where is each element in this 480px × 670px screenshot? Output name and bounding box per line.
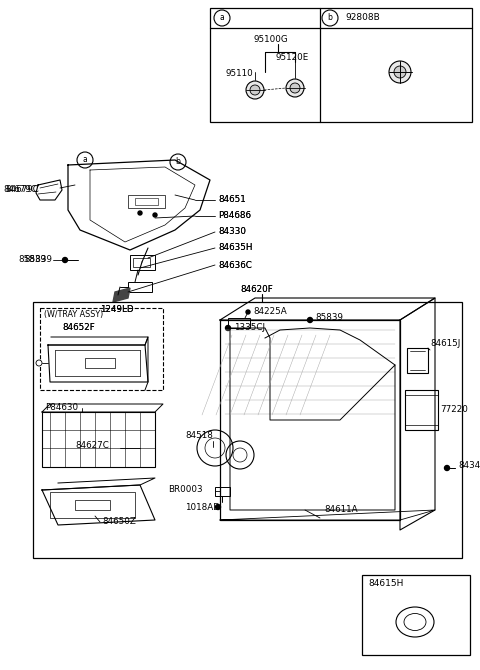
Circle shape — [62, 257, 68, 263]
Text: 84652F: 84652F — [62, 324, 95, 332]
Text: 95100G: 95100G — [253, 36, 288, 44]
Circle shape — [77, 152, 93, 168]
Text: 84615J: 84615J — [430, 340, 460, 348]
Circle shape — [290, 83, 300, 93]
Polygon shape — [113, 288, 130, 302]
Text: 92808B: 92808B — [345, 13, 380, 23]
Circle shape — [444, 466, 449, 470]
Text: 85839: 85839 — [315, 314, 343, 322]
Text: 1249LD: 1249LD — [100, 306, 133, 314]
Bar — [85, 358, 115, 368]
Text: (W/TRAY ASSY): (W/TRAY ASSY) — [44, 310, 103, 320]
Text: 84651: 84651 — [218, 196, 246, 204]
Text: 84635H: 84635H — [218, 243, 252, 253]
Bar — [228, 318, 250, 328]
Text: 1018AD: 1018AD — [185, 502, 220, 511]
Bar — [128, 282, 152, 292]
Bar — [40, 308, 163, 390]
Text: 84679C: 84679C — [5, 186, 39, 194]
Text: 84635H: 84635H — [218, 243, 252, 253]
Text: b: b — [327, 13, 333, 23]
Circle shape — [394, 66, 406, 78]
Text: P84686: P84686 — [218, 212, 251, 220]
Text: 84679C: 84679C — [3, 186, 37, 194]
Text: 84518: 84518 — [185, 431, 213, 440]
Bar — [405, 390, 438, 430]
Text: 84611A: 84611A — [324, 505, 358, 515]
Text: 95110: 95110 — [225, 70, 253, 78]
Circle shape — [389, 61, 411, 83]
Text: 84652F: 84652F — [62, 324, 95, 332]
Text: 84650Z: 84650Z — [102, 517, 136, 527]
Text: a: a — [220, 13, 224, 23]
Circle shape — [138, 211, 142, 215]
Circle shape — [250, 85, 260, 95]
Circle shape — [216, 505, 220, 509]
Text: 84627C: 84627C — [75, 440, 109, 450]
Bar — [407, 348, 428, 373]
Text: 95120E: 95120E — [275, 54, 308, 62]
Text: 84620F: 84620F — [240, 285, 273, 295]
Bar — [362, 575, 470, 655]
Text: 84636C: 84636C — [218, 261, 252, 269]
Bar — [75, 500, 110, 510]
Bar — [133, 258, 150, 267]
Circle shape — [322, 10, 338, 26]
Text: 84330: 84330 — [218, 228, 246, 237]
Circle shape — [170, 154, 186, 170]
Circle shape — [226, 326, 230, 330]
Text: 1335CJ: 1335CJ — [234, 324, 265, 332]
Text: 1249LD: 1249LD — [100, 306, 133, 314]
Bar — [215, 487, 230, 496]
Text: 77220: 77220 — [440, 405, 468, 415]
Text: a: a — [83, 155, 87, 165]
Text: 84651: 84651 — [218, 196, 246, 204]
Bar — [135, 198, 158, 205]
Text: 84636C: 84636C — [218, 261, 252, 269]
Bar — [33, 302, 462, 558]
Circle shape — [286, 79, 304, 97]
Text: 84330: 84330 — [218, 228, 246, 237]
Text: b: b — [176, 157, 180, 167]
Ellipse shape — [404, 614, 426, 630]
Text: P84630: P84630 — [45, 403, 78, 411]
Circle shape — [36, 360, 42, 366]
Text: P84686: P84686 — [218, 212, 251, 220]
Text: 85839: 85839 — [18, 255, 46, 265]
Circle shape — [246, 81, 264, 99]
Bar — [210, 8, 472, 122]
Bar — [42, 412, 155, 467]
Bar — [50, 492, 135, 518]
Circle shape — [153, 213, 157, 217]
Bar — [130, 255, 155, 270]
Bar — [128, 195, 165, 208]
Text: 84349: 84349 — [458, 462, 480, 470]
Text: 85839: 85839 — [24, 255, 52, 265]
Circle shape — [246, 310, 250, 314]
Text: 84615H: 84615H — [368, 578, 403, 588]
Text: 84225A: 84225A — [253, 308, 287, 316]
Text: 84620F: 84620F — [240, 285, 273, 295]
Circle shape — [308, 318, 312, 322]
Circle shape — [214, 10, 230, 26]
Text: BR0003: BR0003 — [168, 484, 203, 494]
